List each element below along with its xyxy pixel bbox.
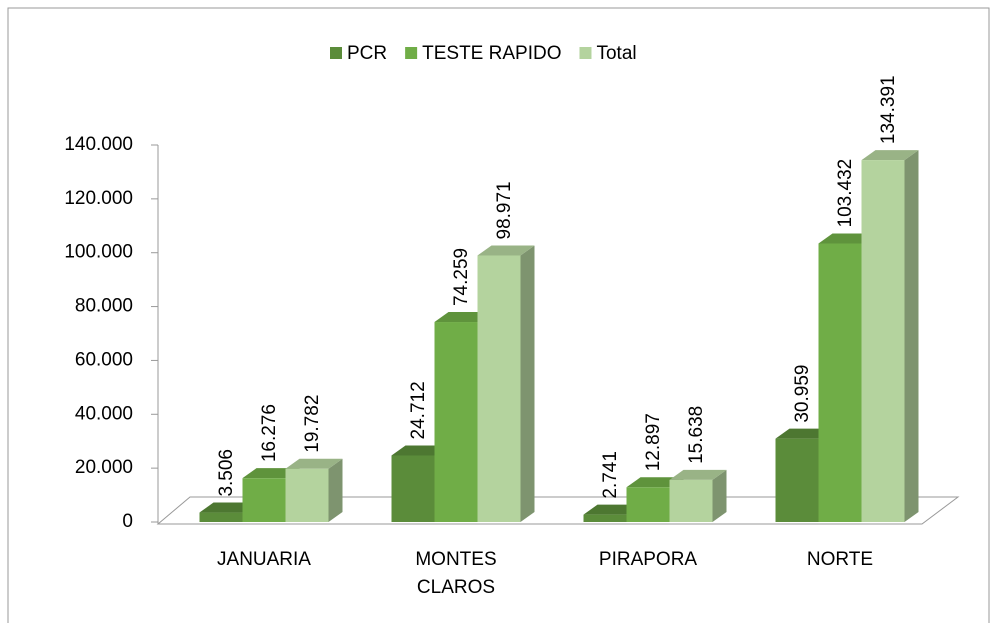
legend-swatch — [330, 47, 342, 59]
legend-label: PCR — [347, 43, 387, 64]
data-label: 15.638 — [686, 406, 707, 464]
y-tick-label: 0 — [122, 511, 133, 532]
bar-top — [391, 445, 449, 456]
legend-label: TESTE RAPIDO — [422, 43, 561, 64]
data-label: 2.741 — [600, 451, 621, 499]
data-label: 12.897 — [643, 413, 664, 471]
bar — [391, 455, 435, 522]
bar-side — [712, 469, 727, 522]
bar-side — [904, 150, 919, 522]
data-label: 134.391 — [878, 75, 899, 144]
bar — [434, 322, 478, 522]
bar-top — [285, 458, 343, 469]
bar — [669, 479, 713, 522]
data-label: 24.712 — [408, 381, 429, 439]
bar-top — [583, 504, 641, 515]
data-label: 103.432 — [835, 159, 856, 228]
data-label: 30.959 — [792, 365, 813, 423]
legend-swatch — [405, 47, 418, 59]
y-tick-label: 100.000 — [64, 242, 133, 263]
y-tick-label: 80.000 — [75, 296, 133, 317]
bar-top — [626, 477, 684, 488]
bar — [199, 512, 243, 522]
bar — [242, 478, 286, 522]
legend-label: Total — [596, 43, 636, 64]
y-tick-label: 120.000 — [64, 188, 133, 209]
bar-top — [669, 469, 727, 480]
legend-swatch — [579, 47, 592, 59]
data-label: 74.259 — [451, 248, 472, 306]
bar-side — [328, 458, 343, 522]
bar-top — [818, 233, 876, 244]
bar — [477, 255, 521, 522]
bar-top — [861, 150, 919, 161]
bar — [775, 438, 819, 522]
floor — [156, 496, 960, 525]
y-tick-label: 60.000 — [75, 349, 133, 370]
x-tick-label: NORTE — [806, 549, 874, 570]
x-tick-label: JANUARIA — [217, 549, 311, 570]
bar-top — [434, 312, 492, 323]
bar-top — [199, 502, 257, 513]
bar-top — [242, 468, 300, 479]
x-tick-label: MONTES CLAROS — [415, 549, 497, 598]
data-label: 3.506 — [216, 449, 237, 497]
data-label: 98.971 — [494, 181, 515, 239]
y-tick-label: 20.000 — [75, 457, 133, 478]
data-label: 19.782 — [302, 395, 323, 453]
bar — [583, 514, 627, 522]
x-tick-label: PIRAPORA — [598, 549, 698, 570]
bar-side — [520, 245, 535, 522]
bar — [285, 468, 329, 522]
bar-top — [775, 428, 833, 439]
y-tick-label: 40.000 — [75, 403, 133, 424]
bar — [626, 487, 670, 522]
bar — [818, 243, 862, 522]
y-tick-label: 140.000 — [64, 134, 133, 155]
bar — [861, 160, 905, 522]
bar-top — [477, 245, 535, 256]
data-label: 16.276 — [259, 404, 280, 462]
